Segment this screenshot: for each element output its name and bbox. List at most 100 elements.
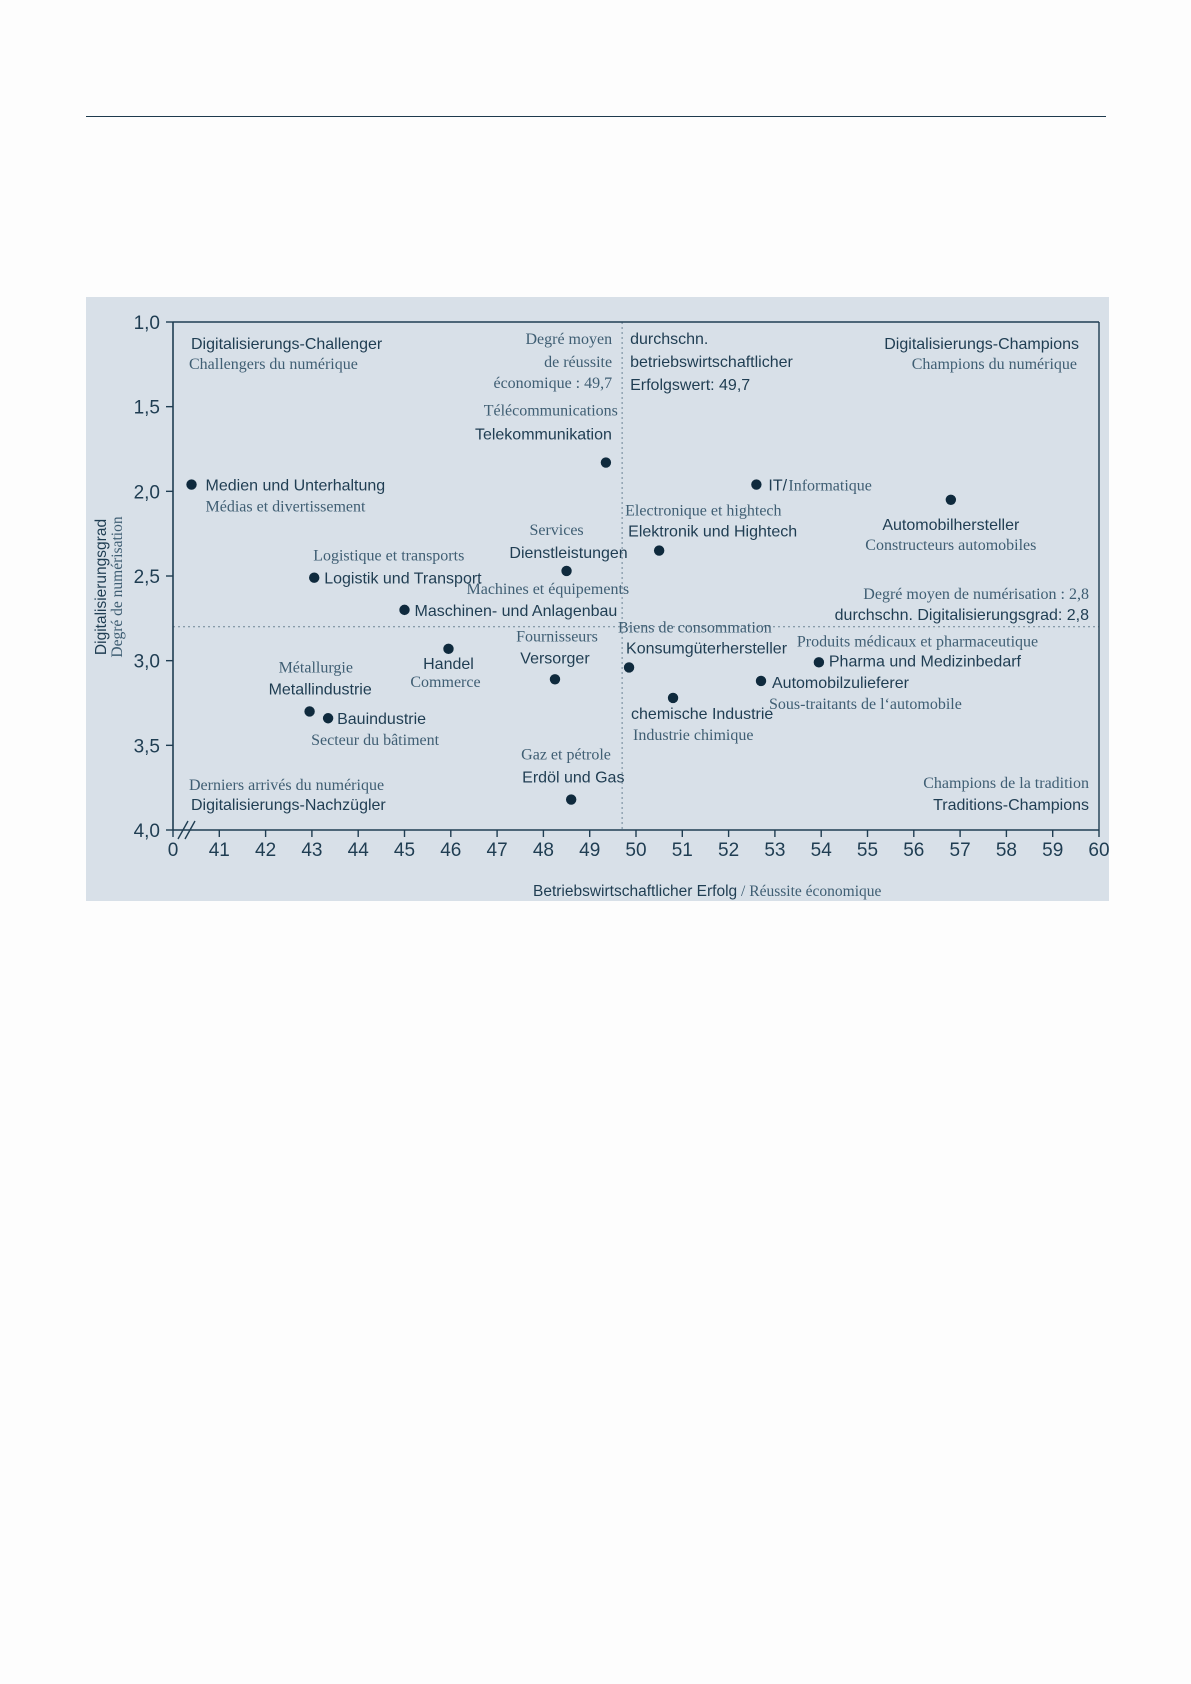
quadrant-champions-subtitle: Champions du numérique xyxy=(912,356,1077,373)
data-point xyxy=(565,794,577,805)
x-tick-label: 41 xyxy=(209,840,230,861)
x-tick-label: 51 xyxy=(672,840,693,861)
point-label-de: Elektronik und Hightech xyxy=(628,524,797,541)
x-tick-label: 54 xyxy=(811,840,833,861)
point-label-de: Bauindustrie xyxy=(337,711,426,728)
point-label-fr: Logistique et transports xyxy=(313,548,464,565)
x-tick-label: 42 xyxy=(255,840,276,861)
point-label-de: Logistik und Transport xyxy=(324,571,482,588)
data-point xyxy=(653,545,665,556)
point-label-de: Pharma und Medizinbedarf xyxy=(829,653,1022,670)
x-tick-label: 59 xyxy=(1042,840,1063,861)
point-label-fr: Secteur du bâtiment xyxy=(311,732,440,749)
y-tick-label: 1,5 xyxy=(134,398,160,419)
data-point xyxy=(561,565,572,577)
y-axis-title-de: Digitalisierungsgrad xyxy=(93,519,110,655)
data-point xyxy=(549,674,561,685)
point-label-fr: Produits médicaux et pharmaceutique xyxy=(797,633,1038,650)
y-axis-title-fr: Degré de numérisation xyxy=(109,516,126,657)
x-axis-title-fr: Réussite économique xyxy=(749,883,881,900)
point-label-de: Automobilhersteller xyxy=(882,517,1020,534)
point-label-fr: Constructeurs automobiles xyxy=(865,537,1036,554)
data-point xyxy=(443,643,454,655)
point-label-de: Handel xyxy=(423,656,474,673)
y-tick-label: 3,0 xyxy=(134,652,160,673)
point-label-fr: Commerce xyxy=(410,674,480,691)
chart-background xyxy=(86,297,1109,901)
quadrant-scatter-chart: 0 41 42 43 44 45 46 47 48 49 50 51 52 53 54 55 56 57 58 59 6… xyxy=(86,297,1109,901)
y-tick-label: 1,0 xyxy=(134,313,160,334)
x-tick-label: 60 xyxy=(1088,840,1109,861)
data-point xyxy=(600,457,612,468)
data-point xyxy=(322,713,334,724)
y-tick-label: 3,5 xyxy=(134,736,160,757)
x-axis-title: Betriebswirtschaftlicher Erfolg / Réussi… xyxy=(533,883,882,900)
point-label-de: Automobilzulieferer xyxy=(772,675,910,692)
avg-success-label-de: betriebswirtschaftlicher xyxy=(630,354,793,371)
point-label-de: Versorger xyxy=(520,650,590,667)
quadrant-challenger-title: Digitalisierungs-Challenger xyxy=(191,336,383,353)
axis-break-mark xyxy=(177,820,189,840)
quadrant-laggards-title: Digitalisierungs-Nachzügler xyxy=(191,797,386,814)
point-label-fr: Métallurgie xyxy=(279,659,353,676)
data-point xyxy=(304,706,315,717)
avg-digitalization-label-fr: Degré moyen de numérisation : 2,8 xyxy=(863,586,1089,603)
y-tick-label: 4,0 xyxy=(134,821,160,842)
x-tick-label: 56 xyxy=(903,840,924,861)
data-point xyxy=(755,675,767,687)
y-tick-label: 2,5 xyxy=(134,567,160,588)
avg-success-label-fr: Degré moyen xyxy=(525,331,612,348)
point-label-de: Maschinen- und Anlagenbau xyxy=(415,603,618,620)
x-axis-title-de: Betriebswirtschaftlicher Erfolg xyxy=(533,883,737,900)
avg-success-label-fr: de réussite xyxy=(544,354,612,371)
data-point xyxy=(751,479,762,490)
quadrant-tradition-subtitle: Champions de la tradition xyxy=(923,775,1089,792)
point-label-de: Telekommunikation xyxy=(475,427,612,444)
x-tick-label: 50 xyxy=(625,840,646,861)
data-point xyxy=(399,604,410,616)
point-label-fr: Informatique xyxy=(788,478,872,495)
point-label-fr: Biens de consommation xyxy=(618,619,772,636)
avg-success-label-fr: économique : 49,7 xyxy=(493,375,612,392)
point-label-fr: Gaz et pétrole xyxy=(521,747,611,764)
chart-panel: 0 41 42 43 44 45 46 47 48 49 50 51 52 53 54 55 56 57 58 59 6… xyxy=(86,297,1109,901)
point-label-de: chemische Industrie xyxy=(631,706,773,723)
x-tick-label: 48 xyxy=(533,840,554,861)
point-label-fr: Médias et divertissement xyxy=(206,499,367,516)
avg-success-label-de: durchschn. xyxy=(630,331,708,348)
x-axis-title-separator: / xyxy=(737,883,749,900)
axis-break-mark xyxy=(184,820,196,840)
point-label-de: Erdöl und Gas xyxy=(522,770,624,787)
x-tick-label: 52 xyxy=(718,840,739,861)
x-tick-label: 55 xyxy=(857,840,878,861)
x-tick-label: 44 xyxy=(348,840,370,861)
point-label-fr: Télécommunications xyxy=(484,403,618,420)
avg-success-label-de: Erfolgswert: 49,7 xyxy=(630,377,750,394)
data-point xyxy=(667,692,679,704)
point-label-de: Metallindustrie xyxy=(269,681,372,698)
point-label-fr: Services xyxy=(529,522,583,539)
y-tick-label: 2,0 xyxy=(134,482,160,503)
point-label-de: Konsumgüterhersteller xyxy=(626,640,788,657)
quadrant-laggards-subtitle: Derniers arrivés du numérique xyxy=(189,777,384,794)
x-tick-label: 47 xyxy=(487,840,508,861)
point-label-fr: Industrie chimique xyxy=(633,727,753,744)
x-tick-label: 53 xyxy=(764,840,785,861)
point-label-fr: Fournisseurs xyxy=(516,628,598,645)
x-tick-label: 45 xyxy=(394,840,415,861)
data-point xyxy=(186,479,197,490)
avg-digitalization-label-de: durchschn. Digitalisierungsgrad: 2,8 xyxy=(835,607,1089,624)
x-tick-label: 46 xyxy=(440,840,461,861)
point-label-fr: Machines et équipements xyxy=(467,581,630,598)
data-point xyxy=(623,662,635,673)
quadrant-tradition-title: Traditions-Champions xyxy=(933,797,1089,814)
point-label-fr: Sous-traitants de l‘automobile xyxy=(769,696,962,713)
top-rule xyxy=(86,116,1106,117)
x-tick-label: 0 xyxy=(168,840,179,861)
data-point xyxy=(813,657,825,668)
x-tick-label: 49 xyxy=(579,840,600,861)
point-label-de: IT/ xyxy=(768,478,787,495)
data-point xyxy=(309,572,320,583)
point-label-fr: Electronique et hightech xyxy=(625,503,781,520)
x-tick-label: 57 xyxy=(950,840,971,861)
